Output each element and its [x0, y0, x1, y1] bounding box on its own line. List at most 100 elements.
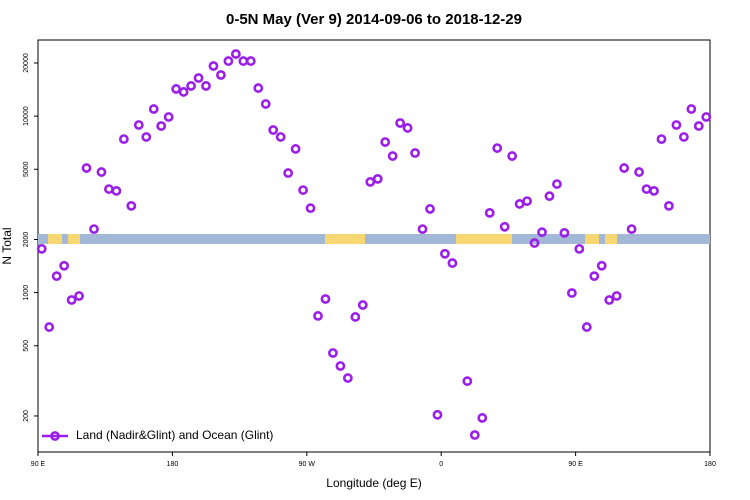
y-axis-label: N Total — [0, 227, 14, 264]
y-tick-label: 20000 — [23, 53, 30, 73]
data-point — [678, 132, 689, 142]
data-point — [118, 134, 129, 145]
legend-marker — [50, 431, 60, 441]
ocean-strip — [38, 234, 710, 244]
data-point — [589, 271, 600, 282]
land-strip — [48, 234, 62, 244]
data-point — [104, 184, 114, 194]
data-point — [671, 120, 682, 130]
data-point — [342, 373, 353, 383]
data-point — [604, 295, 615, 305]
data-point — [81, 163, 92, 173]
y-tick-label: 500 — [23, 340, 30, 352]
data-point — [201, 81, 211, 91]
data-point — [350, 312, 361, 322]
data-point — [552, 179, 562, 189]
data-point — [268, 125, 279, 135]
data-point — [529, 238, 540, 248]
surface-strip — [38, 234, 710, 244]
data-point — [641, 184, 652, 194]
x-axis-label: Longitude (deg E) — [326, 476, 421, 490]
data-point — [208, 61, 219, 71]
data-point — [484, 207, 495, 218]
data-point — [357, 300, 368, 310]
data-point — [499, 221, 510, 232]
data-point — [163, 112, 174, 122]
data-point — [96, 167, 107, 177]
data-point — [686, 104, 697, 114]
data-point — [596, 260, 607, 271]
data-point — [230, 49, 241, 59]
data-point — [395, 118, 406, 128]
data-point — [156, 121, 167, 131]
data-point — [89, 224, 99, 235]
data-point — [507, 151, 518, 161]
x-tick-label: 180 — [704, 461, 716, 468]
data-point — [469, 430, 480, 440]
data-point — [44, 322, 55, 332]
data-point — [238, 56, 249, 66]
x-tick-label: 90 E — [568, 461, 583, 468]
y-tick-label: 10000 — [23, 106, 30, 126]
data-point — [290, 144, 301, 154]
data-point — [626, 224, 637, 235]
data-point — [581, 322, 592, 332]
data-point — [193, 73, 204, 83]
data-point — [365, 176, 376, 187]
y-tick-label: 5000 — [23, 161, 30, 177]
data-point — [574, 243, 585, 254]
data-point — [537, 227, 547, 238]
data-point — [611, 291, 622, 301]
data-point — [664, 200, 674, 211]
data-point — [260, 99, 271, 109]
data-point — [440, 248, 450, 259]
data-point — [245, 56, 256, 66]
x-tick-label: 0 — [439, 461, 443, 468]
data-point — [701, 112, 712, 122]
plot-frame — [37, 39, 711, 453]
data-point — [380, 137, 391, 147]
data-point — [141, 132, 152, 142]
data-point — [133, 120, 144, 130]
data-point — [126, 200, 137, 211]
data-point — [313, 311, 323, 321]
x-tick-label: 180 — [167, 461, 179, 468]
legend-label: Land (Nadir&Glint) and Ocean (Glint) — [76, 428, 273, 442]
data-point — [492, 143, 503, 153]
data-point — [328, 348, 338, 358]
data-point — [253, 83, 264, 93]
data-point — [514, 199, 525, 209]
data-point — [186, 81, 196, 91]
land-strip — [585, 234, 599, 244]
data-point — [410, 148, 420, 158]
data-point — [432, 409, 443, 420]
data-point — [649, 186, 659, 196]
data-point — [402, 123, 413, 133]
data-point — [66, 295, 77, 305]
land-strip — [68, 234, 80, 244]
y-tick-label: 200 — [23, 410, 30, 422]
land-strip — [325, 234, 365, 244]
data-point — [223, 56, 234, 66]
data-point — [372, 173, 383, 184]
data-point — [559, 227, 570, 238]
data-point — [171, 84, 182, 94]
data-point — [74, 291, 84, 301]
data-point — [417, 224, 428, 235]
y-tick-label: 2000 — [23, 232, 30, 248]
data-point — [148, 104, 159, 114]
chart-title: 0-5N May (Ver 9) 2014-09-06 to 2018-12-2… — [226, 11, 522, 28]
data-point — [693, 121, 704, 131]
data-point — [566, 288, 577, 298]
data-point — [320, 294, 331, 304]
data-point — [522, 196, 532, 207]
x-tick-label: 90 W — [299, 461, 316, 468]
data-point — [462, 376, 473, 387]
land-strip — [605, 234, 617, 244]
data-point — [634, 167, 644, 177]
data-point — [305, 203, 316, 214]
data-point — [36, 243, 47, 254]
data-point — [59, 260, 70, 271]
data-point — [298, 185, 308, 195]
